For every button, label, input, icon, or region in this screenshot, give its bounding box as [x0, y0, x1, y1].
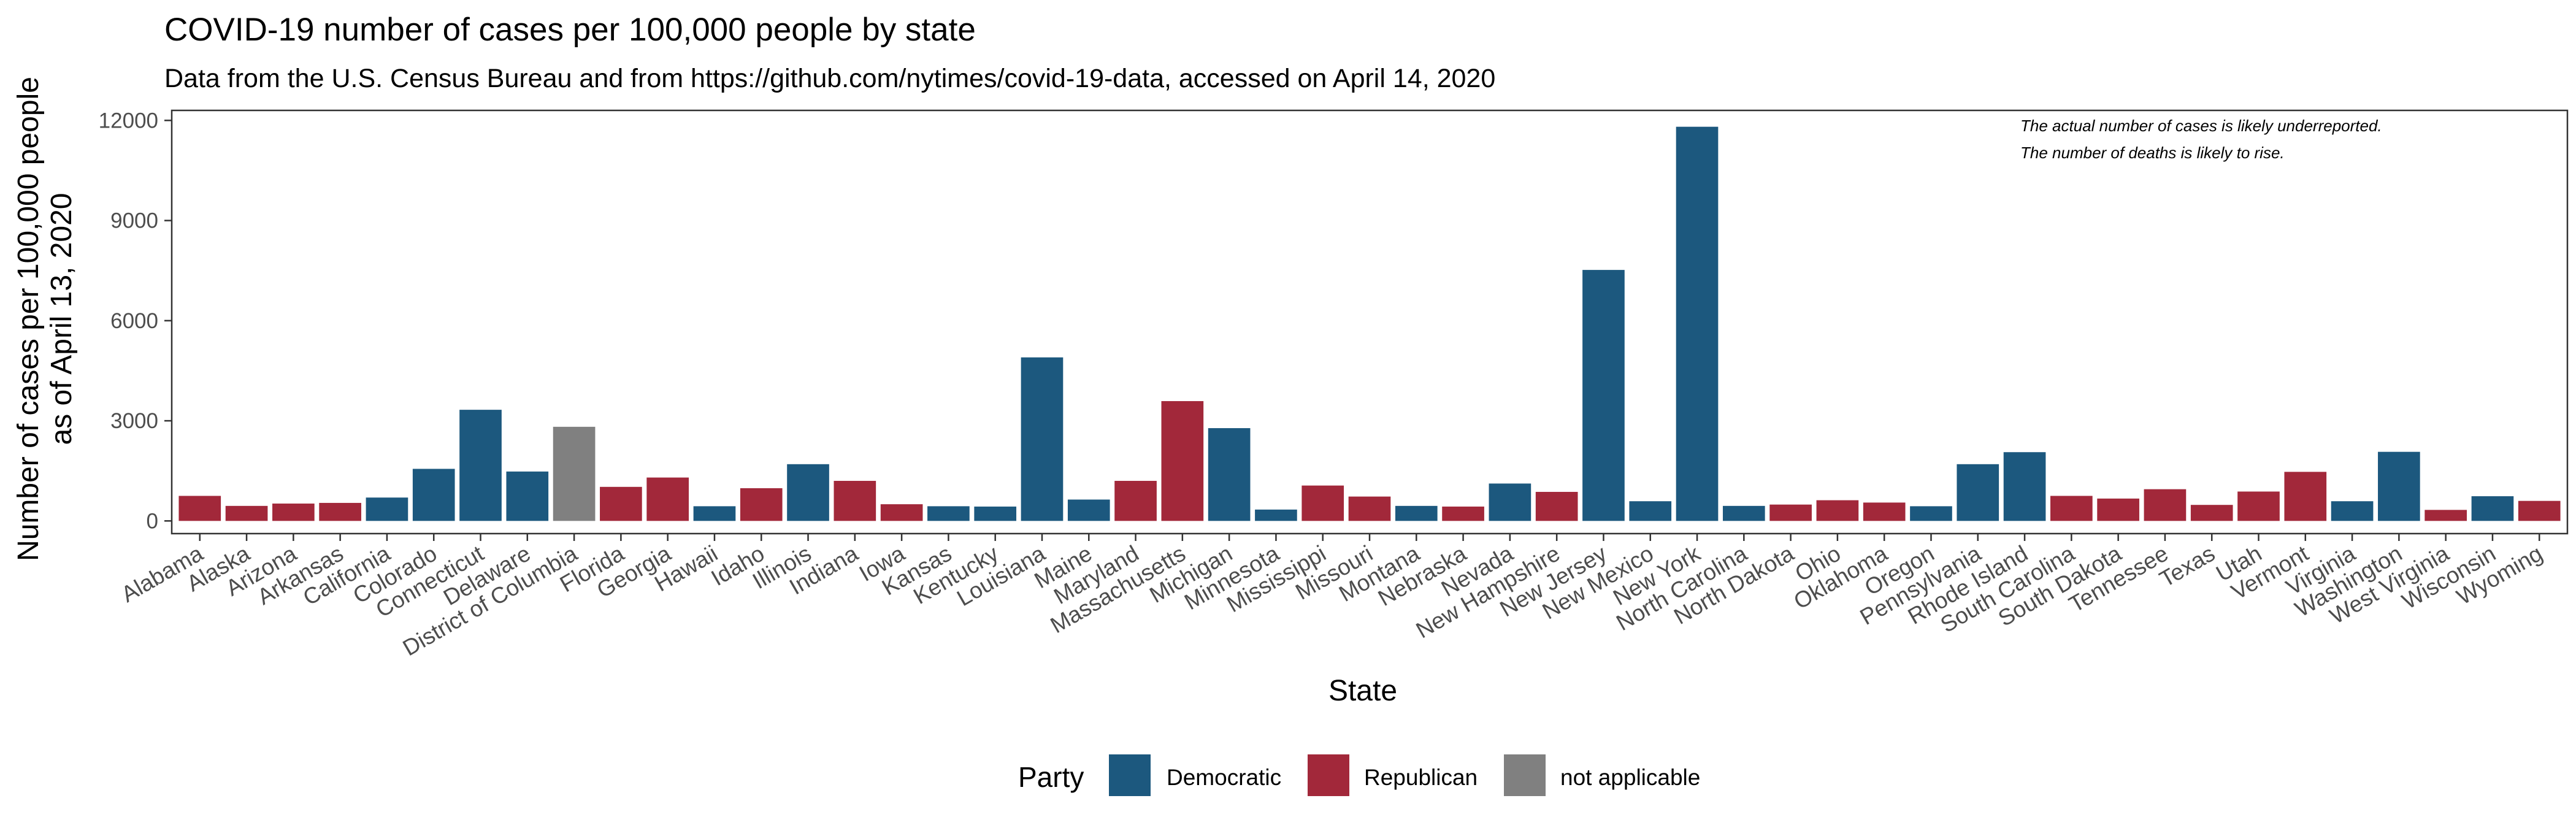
bar-oregon [1910, 506, 1952, 521]
bar-vermont [2284, 472, 2327, 521]
bar-maryland [1114, 481, 1157, 521]
bar-new-york [1676, 126, 1719, 521]
bar-oklahoma [1863, 502, 1906, 521]
bar-minnesota [1255, 509, 1297, 521]
bar-florida [600, 486, 642, 521]
bar-utah [2237, 491, 2280, 521]
x-axis: AlabamaAlaskaArizonaArkansasCaliforniaCo… [117, 534, 2547, 661]
legend-swatch-republican [1308, 754, 1349, 796]
x-axis-title: State [1328, 675, 1397, 707]
bar-pennsylvania [1957, 464, 1999, 521]
bar-nevada [1489, 483, 1531, 521]
legend-label-republican: Republican [1364, 765, 1478, 790]
bar-north-carolina [1722, 505, 1765, 521]
bar-rhode-island [2003, 452, 2046, 521]
bar-california [366, 497, 408, 521]
bar-wisconsin [2471, 496, 2514, 521]
y-axis-title-line-1: Number of cases per 100,000 people [12, 77, 45, 561]
bar-tennessee [2144, 489, 2187, 521]
bar-massachusetts [1161, 401, 1204, 521]
annotation-line-2: The number of deaths is likely to rise. [2020, 144, 2285, 162]
bar-mississippi [1301, 485, 1344, 521]
bar-virginia [2331, 501, 2374, 521]
bar-michigan [1208, 428, 1251, 521]
bar-connecticut [459, 410, 502, 521]
bar-arkansas [319, 502, 361, 521]
bar-south-carolina [2050, 496, 2093, 521]
bar-arizona [272, 504, 315, 521]
bar-new-mexico [1629, 501, 1672, 521]
legend-label-democratic: Democratic [1167, 765, 1281, 790]
bar-missouri [1348, 496, 1391, 521]
bar-north-dakota [1769, 504, 1812, 521]
bar-alaska [225, 505, 268, 521]
y-tick-label: 3000 [110, 409, 158, 433]
legend-label-not-applicable: not applicable [1560, 765, 1700, 790]
legend-swatch-democratic [1109, 754, 1151, 796]
bar-montana [1395, 505, 1438, 521]
bar-new-hampshire [1535, 491, 1578, 521]
bar-washington [2378, 451, 2420, 521]
bar-georgia [646, 477, 689, 521]
y-axis-title-line-2: as of April 13, 2020 [45, 193, 78, 445]
bar-district-of-columbia [553, 426, 596, 521]
bar-texas [2190, 505, 2233, 521]
bar-illinois [787, 464, 829, 521]
chart-title: COVID-19 number of cases per 100,000 peo… [164, 12, 976, 48]
bar-indiana [834, 481, 876, 521]
y-tick-label: 12000 [99, 109, 158, 132]
y-tick-label: 9000 [110, 209, 158, 233]
bar-new-jersey [1582, 270, 1625, 521]
bar-hawaii [693, 506, 736, 521]
bar-kentucky [974, 506, 1017, 521]
x-tick-label-texas: Texas [2155, 540, 2219, 592]
legend: Party Democratic Republican not applicab… [1018, 754, 1700, 796]
bar-kansas [927, 506, 970, 521]
y-tick-label: 6000 [110, 309, 158, 333]
bar-wyoming [2518, 500, 2561, 521]
bar-idaho [740, 488, 783, 521]
y-tick-label: 0 [147, 509, 158, 533]
y-axis: 0 3000 6000 9000 12000 [99, 109, 172, 533]
chart-subtitle: Data from the U.S. Census Bureau and fro… [164, 64, 1495, 93]
bar-west-virginia [2425, 510, 2467, 521]
bar-maine [1067, 499, 1110, 521]
bar-delaware [506, 471, 549, 521]
bar-colorado [412, 469, 455, 521]
legend-swatch-not-applicable [1504, 754, 1546, 796]
annotation-line-1: The actual number of cases is likely und… [2020, 117, 2382, 135]
bar-nebraska [1442, 506, 1484, 521]
bar-alabama [178, 496, 221, 521]
bar-south-dakota [2097, 498, 2139, 521]
bar-louisiana [1021, 357, 1064, 521]
legend-title: Party [1018, 761, 1084, 793]
plot-panel [171, 109, 2569, 535]
bar-series [178, 126, 2561, 521]
bar-iowa [880, 504, 923, 521]
bar-ohio [1816, 500, 1859, 521]
y-axis-title: Number of cases per 100,000 people as of… [12, 77, 78, 561]
